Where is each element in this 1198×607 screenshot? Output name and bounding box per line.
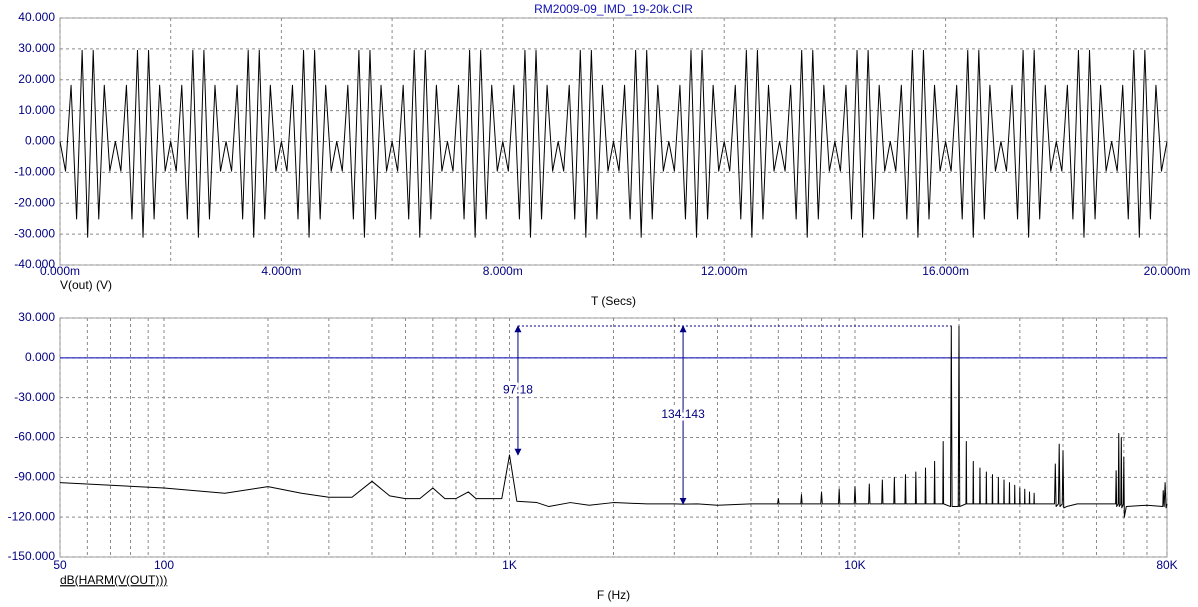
y-tick-label: 30.000 bbox=[18, 310, 55, 324]
y-tick-label: -20.000 bbox=[14, 195, 55, 209]
data-line bbox=[59, 325, 1168, 518]
y-axis-label: dB(HARM(V(OUT))) bbox=[60, 573, 167, 587]
x-tick-label: 1K bbox=[502, 558, 517, 572]
x-tick-label: 8.000m bbox=[483, 264, 523, 278]
x-tick-label: 16.000m bbox=[922, 264, 969, 278]
x-tick-label: 4.000m bbox=[261, 264, 301, 278]
x-tick-label: 0.000m bbox=[40, 264, 80, 278]
x-tick-label: 12.000m bbox=[701, 264, 748, 278]
y-tick-label: -30.000 bbox=[14, 390, 55, 404]
x-tick-label: 10K bbox=[844, 558, 865, 572]
y-tick-label: 0.000 bbox=[25, 134, 55, 148]
y-tick-label: -10.000 bbox=[14, 165, 55, 179]
x-tick-label: 80K bbox=[1156, 558, 1177, 572]
y-tick-label: 0.000 bbox=[25, 350, 55, 364]
chart-title: RM2009-09_IMD_19-20k.CIR bbox=[534, 2, 693, 16]
data-line bbox=[59, 49, 1168, 238]
x-axis-label: F (Hz) bbox=[597, 588, 630, 602]
y-tick-label: -60.000 bbox=[14, 430, 55, 444]
y-tick-label: 40.000 bbox=[18, 10, 55, 24]
annotation-label: 134.143 bbox=[661, 407, 705, 421]
x-tick-label: 20.000m bbox=[1144, 264, 1191, 278]
y-tick-label: 20.000 bbox=[18, 72, 55, 86]
y-tick-label: -120.000 bbox=[8, 509, 56, 523]
y-tick-label: -40.000 bbox=[14, 257, 55, 271]
y-tick-label: -90.000 bbox=[14, 470, 55, 484]
y-axis-label: V(out) (V) bbox=[60, 278, 112, 292]
x-tick-label: 100 bbox=[154, 558, 174, 572]
y-tick-label: 30.000 bbox=[18, 41, 55, 55]
y-tick-label: -30.000 bbox=[14, 226, 55, 240]
y-tick-label: 10.000 bbox=[18, 103, 55, 117]
annotation-label: 97.18 bbox=[503, 383, 533, 397]
x-tick-label: 50 bbox=[53, 558, 67, 572]
x-axis-label: T (Secs) bbox=[591, 294, 636, 308]
y-tick-label: -150.000 bbox=[8, 549, 56, 563]
